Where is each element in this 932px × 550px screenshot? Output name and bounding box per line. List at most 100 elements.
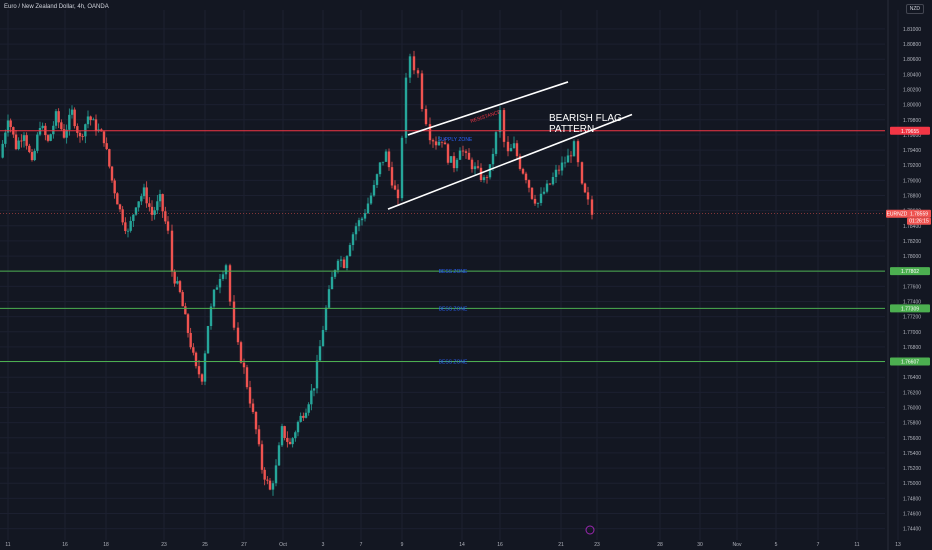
candle [482,177,486,181]
candle [215,287,219,290]
candle [102,131,106,144]
candle [41,125,44,129]
candle [393,185,397,190]
countdown-tag [907,217,931,225]
candle [4,132,7,144]
candle [260,444,264,470]
candle [132,214,135,221]
candle [221,274,225,279]
candle [333,270,337,277]
candle [470,159,474,170]
candle [121,209,124,223]
x-tick-label: 11 [854,542,859,548]
candle [572,141,576,157]
candle [113,180,116,194]
x-tick-label: 16 [497,542,503,548]
candle [164,211,167,222]
candle [536,202,540,204]
candle [70,109,74,115]
candle [283,426,286,438]
candle [129,220,132,231]
y-tick-label: 1.74800 [903,496,921,502]
candle [351,234,355,246]
candle [22,135,26,141]
candle [464,151,468,153]
candle [488,164,492,178]
y-tick-label: 1.78200 [903,239,921,245]
x-tick-label: 27 [241,542,247,548]
candle [506,141,510,152]
candle [271,483,275,490]
candle [248,387,252,404]
flag-trendline[interactable] [407,81,569,136]
candle [288,441,292,445]
candle [569,155,573,157]
candle [586,192,590,200]
candle [118,204,122,210]
candle [515,143,519,157]
candle [108,149,111,167]
currency-button[interactable]: NZD [905,4,924,14]
candle [134,207,138,215]
y-tick-label: 1.75200 [903,466,921,472]
candle [479,167,483,181]
candle [36,134,39,151]
candle [161,194,164,212]
candle [400,137,404,199]
x-tick-label: 16 [62,542,68,548]
candle [294,432,297,439]
candle [446,144,450,163]
y-tick-label: 1.78000 [903,254,921,260]
candle [200,374,204,382]
candle [467,152,471,160]
candle [434,141,438,146]
y-tick-label: 1.80000 [903,103,921,109]
candle [68,114,71,130]
y-tick-label: 1.77400 [903,300,921,306]
candle [494,132,498,154]
candle [315,360,319,389]
candle [512,143,516,149]
candle [97,129,100,132]
x-tick-label: 9 [401,542,404,548]
x-tick-label: 13 [895,542,901,548]
candle [189,332,192,348]
candle [46,135,50,141]
candle [148,203,151,207]
current-price-label: 1.78559 [910,212,928,218]
candle [49,134,52,141]
candle [545,183,549,192]
zone-label: BESS ZONE [439,269,468,275]
candle [321,330,325,347]
event-marker-icon[interactable] [585,525,595,535]
zone-label: BESS ZONE [439,360,468,366]
y-tick-label: 1.79000 [903,178,921,184]
candle [218,278,222,288]
y-tick-label: 1.77000 [903,330,921,336]
candle [170,230,174,272]
candle [330,276,334,290]
candle [212,289,216,307]
y-tick-label: 1.76400 [903,375,921,381]
candle [20,140,23,142]
candle [548,183,552,185]
candle [533,198,537,204]
candle [76,126,79,133]
price-tag-label: 1.77309 [901,306,919,312]
candle [137,201,140,208]
candle [257,429,261,445]
candle [530,187,534,199]
candle [378,162,382,175]
y-tick-label: 1.77200 [903,315,921,321]
candle [518,156,522,169]
candle [25,135,28,146]
flag-trendline[interactable] [387,113,633,210]
candle [524,173,528,181]
candle [339,259,343,261]
symbol-tag [886,209,908,218]
candle [184,306,187,315]
y-tick-label: 1.78800 [903,194,921,200]
candle [86,116,90,125]
candle [73,109,76,127]
